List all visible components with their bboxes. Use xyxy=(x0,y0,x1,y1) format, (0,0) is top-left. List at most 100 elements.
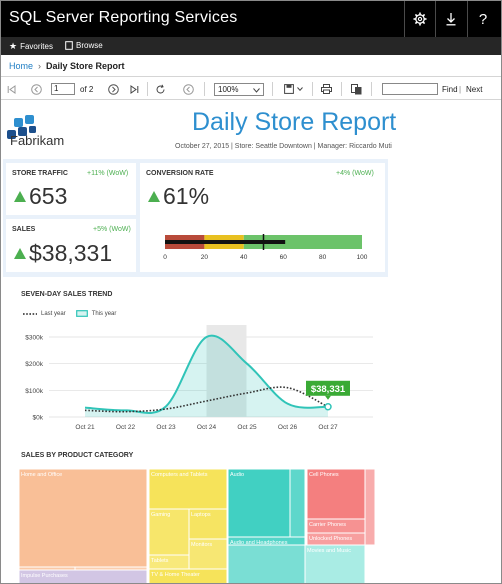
this-year-area xyxy=(85,335,328,417)
toolbar-separator xyxy=(312,82,313,96)
treemap-cell-label: Carrier Phones xyxy=(309,522,346,528)
report-toolbar: 1 of 2 xyxy=(1,78,501,100)
kpi-wow: +11% (WoW) xyxy=(87,170,129,177)
treemap-cell xyxy=(227,544,306,583)
last-year-line xyxy=(84,386,329,413)
treemap-cell xyxy=(289,469,306,538)
find-button[interactable]: Find xyxy=(442,78,458,100)
settings-button[interactable] xyxy=(404,1,435,37)
kpi-sales: SALES +5% (WoW) $38,331 xyxy=(6,219,136,272)
treemap-cell-label: Laptops xyxy=(191,512,211,518)
kpi-store-traffic: STORE TRAFFIC +11% (WoW) 653 xyxy=(6,163,136,215)
download-button[interactable] xyxy=(435,1,466,37)
title-bar: SQL Server Reporting Services ? xyxy=(1,1,501,37)
bullet-band xyxy=(243,235,362,249)
end-value-callout xyxy=(306,380,350,396)
kpi-label: SALES xyxy=(12,226,36,233)
trend-x-tick: Oct 26 xyxy=(278,424,298,431)
help-button[interactable]: ? xyxy=(467,1,498,37)
back-button[interactable] xyxy=(183,78,194,100)
toolbar-separator xyxy=(272,82,273,96)
zoom-field[interactable]: 100% xyxy=(214,82,264,96)
trend-y-tick: $0k xyxy=(33,415,44,422)
legend-area-swatch xyxy=(75,310,88,317)
bullet-tick-label: 20 xyxy=(201,254,209,261)
previous-page-button[interactable] xyxy=(31,78,42,100)
treemap-cell-label: Audio and Headphones xyxy=(230,540,288,546)
breadcrumb-separator: › xyxy=(38,60,42,71)
fabrikam-logo xyxy=(7,115,36,139)
breadcrumb-home[interactable]: Home xyxy=(9,60,34,71)
first-page-button[interactable] xyxy=(7,78,16,100)
next-icon xyxy=(108,83,119,95)
document-map-icon xyxy=(351,83,362,94)
report-subtitle: October 27, 2015 | Store: Seattle Downto… xyxy=(175,143,392,150)
total-pages: 2 xyxy=(88,84,94,94)
end-value-label: $38,331 xyxy=(311,384,346,395)
trend-x-tick: Oct 22 xyxy=(116,424,136,431)
page-of-label: of 2 xyxy=(80,78,93,100)
star-icon: ★ xyxy=(9,41,18,51)
treemap-cell xyxy=(227,469,291,538)
favorites-link[interactable]: ★ Favorites xyxy=(9,41,53,52)
page-number-input[interactable]: 1 xyxy=(51,78,75,100)
toolbar-separator xyxy=(147,82,148,96)
kpi-value: $38,331 xyxy=(29,240,113,266)
treemap-cell-label: Cell Phones xyxy=(309,472,339,478)
trend-x-tick: Oct 27 xyxy=(318,424,338,431)
chevron-down-icon xyxy=(253,87,260,93)
refresh-button[interactable] xyxy=(155,78,166,100)
breadcrumb: Home › Daily Store Report xyxy=(1,55,501,77)
gear-icon xyxy=(413,12,427,26)
trend-y-tick: $100k xyxy=(25,388,43,395)
kpi-conversion-rate: CONVERSION RATE +4% (WoW) 61% 0 20 40 60 80 1… xyxy=(140,163,385,272)
browse-icon xyxy=(65,41,73,50)
browse-label: Browse xyxy=(76,41,103,50)
find-separator-label: | xyxy=(459,84,462,94)
treemap-cell-label: Monitors xyxy=(191,542,212,548)
app-title: SQL Server Reporting Services xyxy=(9,9,238,26)
refresh-icon xyxy=(156,84,165,93)
page-number-field[interactable]: 1 xyxy=(51,83,75,95)
trend-x-tick: Oct 24 xyxy=(197,424,217,431)
trend-title: SEVEN-DAY SALES TREND xyxy=(21,291,113,298)
print-button[interactable] xyxy=(321,78,332,100)
legend-this-year: This year xyxy=(91,310,117,317)
save-icon xyxy=(284,84,294,94)
treemap-cell xyxy=(364,469,375,546)
treemap-cell-label: TV & Home Theater xyxy=(151,572,200,578)
save-menu-button[interactable] xyxy=(284,78,303,100)
find-next-button[interactable]: Next xyxy=(466,78,482,100)
trend-y-tick: $300k xyxy=(25,335,43,342)
category-title: SALES BY PRODUCT CATEGORY xyxy=(21,452,134,459)
last-page-button[interactable] xyxy=(130,78,139,100)
treemap-cell xyxy=(148,568,228,583)
toolbar-separator xyxy=(204,82,205,96)
help-icon: ? xyxy=(478,10,488,28)
this-year-line xyxy=(84,334,329,414)
treemap-cell-label: Audio xyxy=(230,472,244,478)
up-arrow-icon xyxy=(14,191,26,202)
toolbar-separator xyxy=(341,82,342,96)
of-label: of xyxy=(80,84,87,94)
browse-link[interactable]: Browse xyxy=(65,41,103,50)
bullet-tick-label: 60 xyxy=(280,254,288,261)
company-name: Fabrikam xyxy=(10,133,65,148)
find-label: Find xyxy=(442,84,458,94)
find-input[interactable] xyxy=(382,78,438,100)
zoom-select[interactable]: 100% xyxy=(214,78,264,100)
next-page-button[interactable] xyxy=(108,78,119,100)
treemap-cell-label: Gaming xyxy=(151,512,170,518)
trend-y-tick: $200k xyxy=(25,361,43,368)
trend-x-tick: Oct 21 xyxy=(75,424,95,431)
zoom-value: 100% xyxy=(218,84,239,94)
download-icon xyxy=(446,13,456,26)
kpi-value-row: 653 xyxy=(14,183,67,210)
conversion-bullet-chart: 0 20 40 60 80 100 xyxy=(163,234,368,261)
document-map-button[interactable] xyxy=(351,78,362,100)
treemap-cell-label: Computers and Tablets xyxy=(151,472,208,478)
bullet-tick-label: 0 xyxy=(163,254,167,261)
find-field[interactable] xyxy=(382,83,438,95)
treemap-cell xyxy=(19,469,148,568)
